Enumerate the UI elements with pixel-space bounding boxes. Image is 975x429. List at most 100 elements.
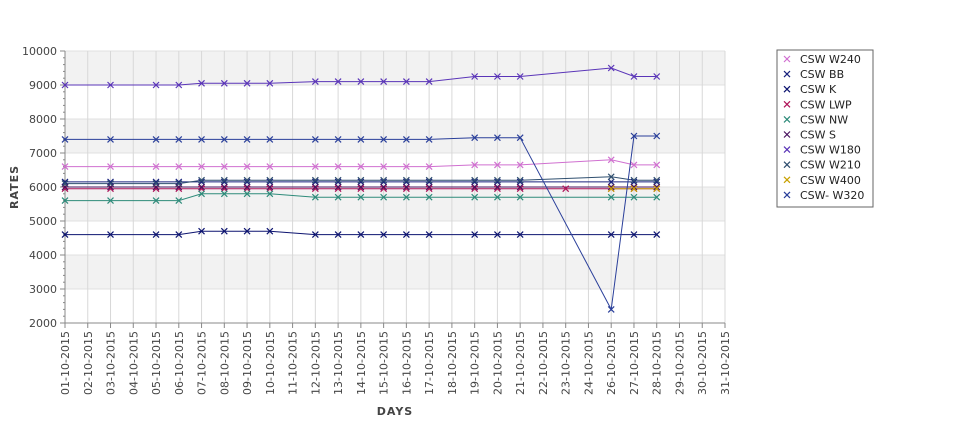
point-stroke xyxy=(653,176,661,184)
data-point xyxy=(402,163,410,171)
point-stroke xyxy=(630,178,638,186)
data-point xyxy=(357,78,365,86)
x-tick-label: 01-10-2015 xyxy=(59,331,72,395)
point-stroke xyxy=(107,185,114,193)
point-stroke xyxy=(425,176,433,184)
point-stroke xyxy=(175,178,183,186)
point-stroke xyxy=(493,231,501,239)
point-stroke xyxy=(311,135,319,143)
point-stroke xyxy=(402,178,410,186)
data-point xyxy=(607,193,615,201)
point-stroke xyxy=(471,176,479,184)
point-stroke xyxy=(311,193,319,201)
point-stroke xyxy=(402,185,410,193)
x-tick-label: 11-10-2015 xyxy=(287,331,300,395)
x-tick-label: 23-10-2015 xyxy=(560,331,573,395)
point-stroke xyxy=(243,163,251,171)
legend-label: CSW W180 xyxy=(800,144,861,157)
point-stroke xyxy=(220,190,228,198)
data-point xyxy=(107,178,114,186)
legend-label: CSW S xyxy=(800,129,836,142)
point-stroke xyxy=(152,180,160,188)
data-point xyxy=(471,231,479,239)
data-point xyxy=(562,185,570,193)
data-point xyxy=(220,178,228,186)
data-point xyxy=(425,193,433,201)
legend-label: CSW BB xyxy=(800,68,844,81)
legend-marker xyxy=(783,70,791,78)
data-point xyxy=(243,79,251,87)
point-stroke xyxy=(380,185,388,193)
data-point xyxy=(380,193,388,201)
data-point xyxy=(607,64,615,72)
x-tick-label: 18-10-2015 xyxy=(446,331,459,395)
x-tick-label: 06-10-2015 xyxy=(173,331,186,395)
point-stroke xyxy=(357,135,365,143)
data-point xyxy=(380,231,388,239)
y-tick-label: 10000 xyxy=(22,45,57,58)
point-stroke xyxy=(402,183,410,191)
data-point xyxy=(516,231,524,239)
data-point xyxy=(630,73,638,80)
point-stroke xyxy=(266,178,274,186)
data-point xyxy=(175,231,183,239)
point-stroke xyxy=(783,70,791,78)
x-tick-label: 05-10-2015 xyxy=(150,331,163,395)
data-point xyxy=(243,135,251,143)
y-tick-label: 4000 xyxy=(29,249,57,262)
data-point xyxy=(357,193,365,201)
point-stroke xyxy=(198,176,205,184)
point-stroke xyxy=(152,135,160,143)
series-line-5 xyxy=(65,193,657,202)
point-stroke xyxy=(607,173,615,181)
point-stroke xyxy=(198,183,205,191)
point-stroke xyxy=(471,231,479,239)
point-stroke xyxy=(198,227,205,235)
point-stroke xyxy=(630,73,638,80)
point-stroke xyxy=(334,163,342,171)
point-stroke xyxy=(783,191,791,199)
point-stroke xyxy=(107,163,114,171)
data-point xyxy=(175,163,183,171)
x-tick-label: 09-10-2015 xyxy=(241,331,254,395)
point-stroke xyxy=(107,178,114,186)
point-stroke xyxy=(607,185,615,193)
data-point xyxy=(61,135,69,143)
point-stroke xyxy=(107,197,114,205)
y-tick-label: 6000 xyxy=(29,181,57,194)
data-point xyxy=(220,183,228,191)
point-stroke xyxy=(61,163,69,171)
data-point xyxy=(334,231,342,239)
data-point xyxy=(311,135,319,143)
series-line-10 xyxy=(65,135,657,312)
point-stroke xyxy=(380,163,388,171)
point-stroke xyxy=(61,135,69,143)
point-stroke xyxy=(493,178,501,186)
legend-item: CSW K xyxy=(783,83,837,96)
data-point xyxy=(653,176,661,184)
point-stroke xyxy=(653,161,661,169)
data-point xyxy=(653,231,661,239)
data-point xyxy=(152,185,160,193)
data-point xyxy=(61,163,69,171)
data-point xyxy=(198,190,205,198)
point-stroke xyxy=(61,197,69,205)
point-stroke xyxy=(516,183,524,191)
grid-band xyxy=(65,289,725,323)
data-point xyxy=(61,178,69,186)
x-axis-title: DAYS xyxy=(377,405,413,418)
point-stroke xyxy=(783,131,791,138)
point-stroke xyxy=(266,176,274,184)
data-point xyxy=(266,178,274,186)
point-stroke xyxy=(311,78,319,86)
data-point xyxy=(175,81,183,89)
point-stroke xyxy=(402,78,410,86)
data-point xyxy=(402,178,410,186)
data-point xyxy=(266,185,274,193)
legend-marker xyxy=(783,176,791,184)
legend-item: CSW BB xyxy=(783,68,844,81)
point-stroke xyxy=(220,178,228,186)
legend-item: CSW- W320 xyxy=(783,189,864,202)
data-point xyxy=(107,185,114,193)
point-stroke xyxy=(425,183,433,191)
